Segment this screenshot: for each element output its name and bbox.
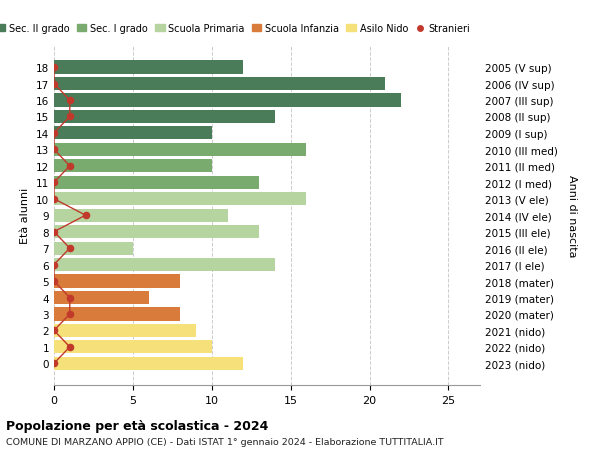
Bar <box>54 308 180 321</box>
Point <box>49 278 59 285</box>
Bar <box>54 275 180 288</box>
Legend: Sec. II grado, Sec. I grado, Scuola Primaria, Scuola Infanzia, Asilo Nido, Stran: Sec. II grado, Sec. I grado, Scuola Prim… <box>0 20 474 38</box>
Point <box>49 261 59 269</box>
Bar <box>54 176 259 190</box>
Bar <box>54 225 259 239</box>
Point <box>49 179 59 186</box>
Point <box>65 311 74 318</box>
Bar <box>54 341 212 354</box>
Point <box>49 196 59 203</box>
Bar <box>54 78 385 91</box>
Bar <box>54 144 307 157</box>
Point <box>49 327 59 334</box>
Bar <box>54 160 212 173</box>
Bar <box>54 291 149 304</box>
Point <box>65 343 74 351</box>
Point <box>65 163 74 170</box>
Point <box>49 229 59 236</box>
Bar <box>54 209 227 222</box>
Bar <box>54 324 196 337</box>
Bar <box>54 94 401 107</box>
Bar <box>54 357 244 370</box>
Point <box>49 146 59 154</box>
Point <box>65 97 74 105</box>
Y-axis label: Età alunni: Età alunni <box>20 188 31 244</box>
Bar <box>54 111 275 124</box>
Point <box>65 245 74 252</box>
Bar <box>54 193 307 206</box>
Point <box>49 64 59 72</box>
Point <box>49 81 59 88</box>
Point <box>81 212 91 219</box>
Point <box>49 130 59 137</box>
Bar <box>54 62 244 74</box>
Point <box>65 113 74 121</box>
Bar <box>54 258 275 272</box>
Bar <box>54 242 133 255</box>
Text: COMUNE DI MARZANO APPIO (CE) - Dati ISTAT 1° gennaio 2024 - Elaborazione TUTTITA: COMUNE DI MARZANO APPIO (CE) - Dati ISTA… <box>6 437 443 446</box>
Point <box>65 294 74 302</box>
Bar <box>54 127 212 140</box>
Y-axis label: Anni di nascita: Anni di nascita <box>567 174 577 257</box>
Point <box>49 360 59 367</box>
Text: Popolazione per età scolastica - 2024: Popolazione per età scolastica - 2024 <box>6 419 268 432</box>
